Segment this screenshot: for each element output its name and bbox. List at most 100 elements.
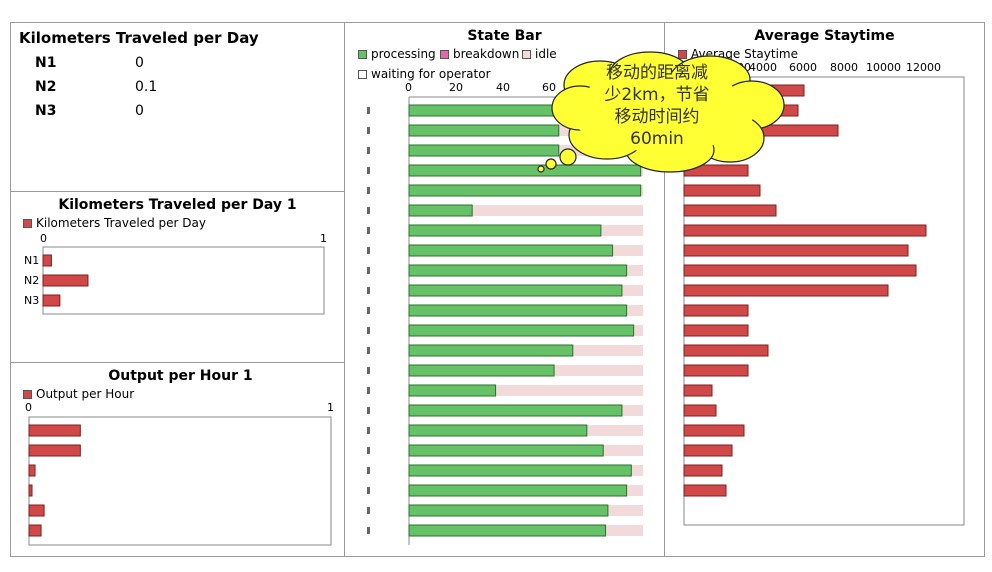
state-chart-title: State Bar	[467, 28, 542, 44]
state-category-tick	[367, 467, 370, 474]
staytime-tick-8000: 8000	[830, 61, 858, 74]
legend-swatch	[23, 218, 32, 228]
output-bar	[28, 444, 81, 457]
callout-line-4: 60min	[630, 129, 684, 149]
state-idle-segment	[605, 525, 643, 536]
state-processing-segment	[408, 444, 604, 457]
staytime-bar	[683, 204, 777, 217]
state-category-tick	[367, 227, 370, 234]
legend-swatch	[678, 49, 687, 59]
km-table-panel: Kilometers Traveled per Day N1 0 N2 0.1 …	[10, 22, 345, 192]
staytime-tick-10000: 10000	[866, 61, 901, 74]
km-axis-tick-0: 0	[40, 232, 47, 245]
state-category-tick	[367, 267, 370, 274]
km-axis-tick-1: 1	[320, 232, 327, 245]
staytime-tick-12000: 12000	[906, 61, 941, 74]
staytime-tick-6000: 6000	[789, 61, 817, 74]
state-idle-segment	[631, 465, 643, 476]
staytime-tick-4000: 4000	[749, 61, 777, 74]
state-idle-segment	[600, 225, 643, 236]
state-idle-segment	[612, 245, 643, 256]
output-bar	[28, 424, 81, 437]
legend-waiting: waiting for operator	[358, 67, 491, 81]
staytime-bar	[683, 184, 761, 197]
staytime-bar	[683, 284, 889, 297]
legend-swatch	[522, 49, 531, 59]
km-row-label-n2: N2	[35, 79, 57, 95]
staytime-bar	[683, 484, 727, 497]
output-bar	[28, 464, 36, 477]
staytime-bar	[683, 404, 717, 417]
state-idle-segment	[472, 205, 643, 216]
staytime-bar	[683, 264, 917, 277]
state-processing-segment	[408, 384, 497, 397]
output-plot-frame	[28, 416, 332, 546]
state-processing-segment	[408, 424, 588, 437]
staytime-bar	[683, 224, 927, 237]
km-bar	[42, 294, 61, 307]
staytime-chart-panel: Average Staytime Average Staytime 2000 4…	[664, 22, 985, 557]
km-row-value-n3: 0	[135, 103, 144, 119]
output-axis-tick-0: 0	[25, 401, 32, 414]
state-axis-tick-20: 20	[449, 81, 463, 94]
state-idle-segment	[586, 425, 643, 436]
state-processing-segment	[408, 164, 642, 177]
output-chart-legend: Output per Hour	[23, 387, 134, 401]
state-category-tick	[367, 387, 370, 394]
staytime-bar	[683, 244, 909, 257]
km-chart-plot	[42, 246, 325, 315]
state-processing-segment	[408, 184, 642, 197]
output-axis-tick-1: 1	[327, 401, 334, 414]
state-chart-plot	[367, 96, 643, 545]
state-processing-segment	[408, 144, 560, 157]
state-axis-tick-0: 0	[405, 81, 412, 94]
state-idle-segment	[626, 485, 643, 496]
output-chart-plot	[28, 416, 332, 546]
state-idle-segment	[572, 345, 643, 356]
state-idle-segment	[633, 325, 643, 336]
state-category-tick	[367, 507, 370, 514]
state-idle-segment	[495, 385, 643, 396]
legend-processing-label: processing	[371, 47, 436, 61]
state-idle-segment	[640, 165, 643, 176]
km-chart-title: Kilometers Traveled per Day 1	[58, 197, 297, 213]
legend-swatch	[358, 69, 367, 79]
state-category-tick	[367, 187, 370, 194]
output-bar	[28, 504, 45, 517]
staytime-bar	[683, 424, 745, 437]
legend-idle-label: idle	[535, 47, 557, 61]
km-cat-n3: N3	[24, 294, 40, 307]
legend-swatch	[358, 49, 367, 59]
staytime-bar	[683, 464, 723, 477]
staytime-bar	[683, 444, 733, 457]
state-processing-segment	[408, 404, 623, 417]
km-bar	[42, 274, 89, 287]
state-category-tick	[367, 107, 370, 114]
state-processing-segment	[408, 524, 607, 537]
state-processing-segment	[408, 264, 628, 277]
legend-breakdown-label: breakdown	[453, 47, 520, 61]
callout-text: 移动的距离减 少2km，节省 移动时间约 60min	[572, 62, 742, 150]
state-category-tick	[367, 307, 370, 314]
state-idle-segment	[626, 265, 643, 276]
output-chart-panel: Output per Hour 1 Output per Hour 0 1	[10, 362, 351, 557]
state-idle-segment	[640, 185, 643, 196]
km-cat-n2: N2	[24, 274, 40, 287]
state-processing-segment	[408, 324, 635, 337]
legend-idle: idle	[522, 47, 557, 61]
state-category-tick	[367, 447, 370, 454]
state-processing-segment	[408, 484, 628, 497]
legend-waiting-label: waiting for operator	[371, 67, 491, 81]
state-idle-segment	[603, 445, 643, 456]
state-category-tick	[367, 407, 370, 414]
km-row-value-n2: 0.1	[135, 79, 158, 95]
state-processing-segment	[408, 304, 628, 317]
state-idle-segment	[607, 505, 643, 516]
state-category-tick	[367, 147, 370, 154]
km-row-label-n1: N1	[35, 55, 57, 71]
state-processing-segment	[408, 204, 473, 217]
km-bar	[42, 254, 52, 267]
legend-processing: processing	[358, 47, 436, 61]
staytime-bar	[683, 344, 769, 357]
